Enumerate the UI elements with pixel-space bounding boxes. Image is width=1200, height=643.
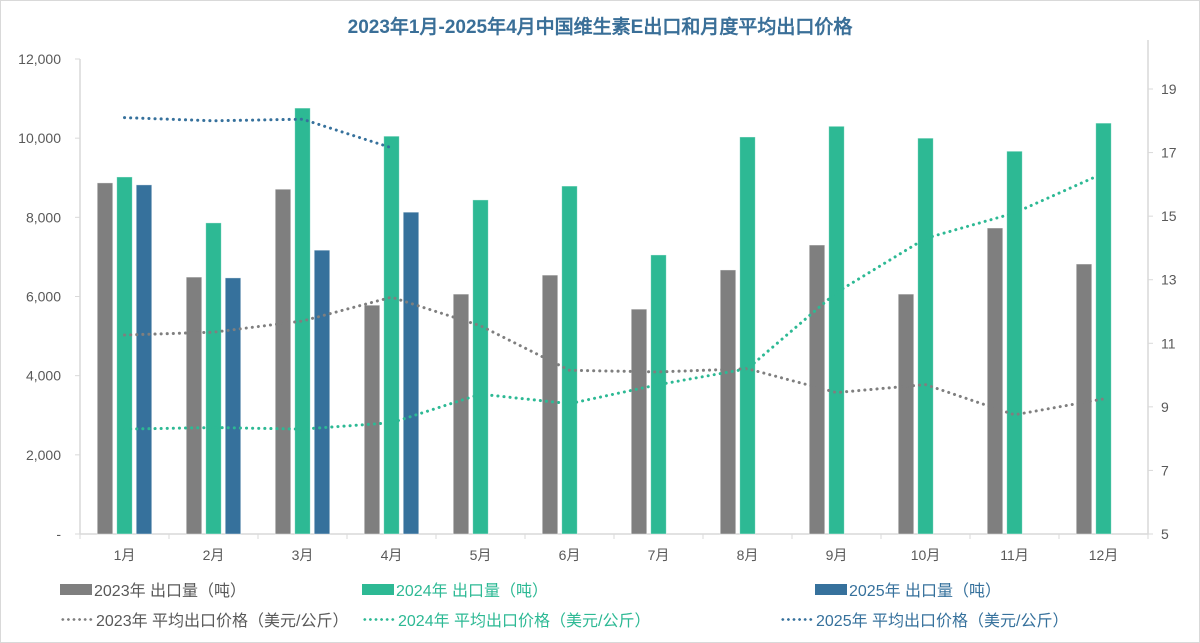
right-tick-label: 11 <box>1161 335 1176 351</box>
left-tick-label: 6,000 <box>26 289 61 305</box>
legend-label-2025-volume: 2025年 出口量（吨） <box>849 583 1002 600</box>
left-tick-label: 8,000 <box>26 209 61 225</box>
right-tick-label: 15 <box>1161 208 1177 224</box>
x-tick-label: 12月 <box>1089 547 1119 563</box>
left-tick-label: 12,000 <box>18 51 61 67</box>
bar-2024年-7月 <box>650 254 667 535</box>
legend-label-2024-volume: 2024年 出口量（吨） <box>396 583 549 600</box>
bar-2025年-2月 <box>224 277 242 535</box>
bar-2024年-2月 <box>205 222 222 535</box>
price-line-2025年 <box>123 116 393 150</box>
right-tick-label: 7 <box>1161 462 1169 478</box>
bar-2023年-4月 <box>363 304 381 535</box>
bar-2023年-8月 <box>719 269 737 535</box>
x-tick-label: 9月 <box>826 547 848 563</box>
legend-swatch-2024-volume <box>362 583 394 595</box>
bar-2024年-5月 <box>472 199 489 535</box>
bar-2024年-9月 <box>828 125 845 535</box>
legend-label-2025-price: 2025年 平均出口价格（美元/公斤） <box>816 613 1069 630</box>
legend-label-2024-price: 2024年 平均出口价格（美元/公斤） <box>398 613 651 630</box>
bar-2024年-1月 <box>116 176 133 535</box>
x-tick-label: 2月 <box>203 547 225 563</box>
legend-item-2025-price: 2025年 平均出口价格（美元/公斤） <box>780 607 1069 631</box>
legend-item-2023-price: 2023年 平均出口价格（美元/公斤） <box>60 607 349 631</box>
right-tick-label: 19 <box>1161 81 1177 97</box>
bar-2023年-11月 <box>986 227 1004 535</box>
x-tick-label: 10月 <box>911 547 941 563</box>
x-tick-label: 7月 <box>648 547 670 563</box>
bar-2024年-11月 <box>1006 150 1023 535</box>
bar-2023年-12月 <box>1075 263 1093 535</box>
bar-2023年-1月 <box>96 182 114 535</box>
legend-item-2025-volume: 2025年 出口量（吨） <box>815 577 1001 601</box>
bar-2023年-10月 <box>897 293 915 535</box>
legend-label-2023-volume: 2023年 出口量（吨） <box>94 583 247 600</box>
x-tick-label: 5月 <box>470 547 492 563</box>
right-tick-label: 5 <box>1161 526 1169 542</box>
left-tick-label: 2,000 <box>26 447 61 463</box>
right-tick-label: 9 <box>1161 399 1169 415</box>
x-tick-label: 1月 <box>114 547 136 563</box>
bar-2023年-9月 <box>808 244 826 535</box>
bar-2024年-10月 <box>917 137 934 535</box>
left-tick-label: 4,000 <box>26 368 61 384</box>
bar-2024年-12月 <box>1095 122 1112 535</box>
x-tick-label: 4月 <box>381 547 403 563</box>
legend-dots-2024-price <box>362 617 396 621</box>
legend-swatch-2023-volume <box>60 583 92 595</box>
bar-2025年-3月 <box>313 249 331 535</box>
x-tick-label: 8月 <box>737 547 759 563</box>
bar-2024年-4月 <box>383 135 400 535</box>
legend-item-2023-volume: 2023年 出口量（吨） <box>60 577 246 601</box>
bar-2023年-3月 <box>274 188 292 535</box>
price-line-2023年 <box>123 295 1105 417</box>
legend-label-2023-price: 2023年 平均出口价格（美元/公斤） <box>96 613 349 630</box>
bar-2023年-2月 <box>185 276 203 535</box>
bar-2024年-6月 <box>561 185 578 535</box>
right-tick-label: 13 <box>1161 272 1177 288</box>
chart-title: 2023年1月-2025年4月中国维生素E出口和月度平均出口价格 <box>347 17 853 38</box>
legend-dots-2023-price <box>60 617 94 621</box>
bar-2023年-5月 <box>452 293 470 535</box>
bar-2023年-6月 <box>541 274 559 535</box>
bar-2023年-7月 <box>630 308 648 535</box>
left-tick-label: - <box>56 526 61 542</box>
bar-2024年-8月 <box>739 136 756 535</box>
x-tick-label: 6月 <box>559 547 581 563</box>
legend-item-2024-price: 2024年 平均出口价格（美元/公斤） <box>362 607 651 631</box>
x-tick-label: 3月 <box>292 547 314 563</box>
bar-2025年-4月 <box>402 211 420 535</box>
x-tick-label: 11月 <box>1000 547 1029 563</box>
legend-swatch-2025-volume <box>815 583 847 595</box>
legend-dots-2025-price <box>780 617 814 621</box>
left-tick-label: 10,000 <box>18 130 61 146</box>
bar-2025年-1月 <box>135 184 153 535</box>
right-tick-label: 17 <box>1161 145 1177 161</box>
price-line-2024年 <box>123 171 1105 431</box>
legend-item-2024-volume: 2024年 出口量（吨） <box>362 577 548 601</box>
